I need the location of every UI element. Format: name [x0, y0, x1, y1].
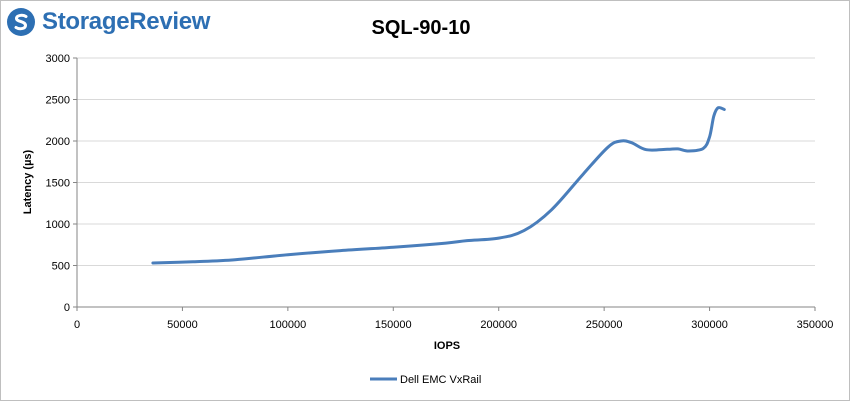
- chart-title: SQL-90-10: [372, 17, 471, 39]
- storage-review-logo-icon: [7, 8, 35, 36]
- y-axis: 0 500 1000 1500 2000 2500 3000: [46, 53, 78, 314]
- y-tick-label: 0: [64, 302, 70, 314]
- series-line-dell-emc-vxrail: [151, 106, 726, 265]
- gridlines: [77, 57, 815, 308]
- x-tick-label: 50000: [167, 319, 198, 331]
- x-axis-label: IOPS: [434, 340, 460, 352]
- x-tick-label: 250000: [586, 319, 623, 331]
- x-tick-label: 150000: [375, 319, 412, 331]
- x-tick-label: 100000: [269, 319, 306, 331]
- y-tick-label: 2500: [46, 95, 70, 107]
- brand-name: StorageReview: [42, 8, 211, 35]
- brand-logo: StorageReview: [6, 6, 210, 38]
- y-tick-label: 3000: [46, 53, 70, 65]
- y-tick-label: 2000: [46, 136, 70, 148]
- y-axis-label: Latency (µs): [22, 149, 34, 214]
- x-tick-label: 0: [74, 319, 80, 331]
- x-tick-label: 350000: [797, 319, 834, 331]
- y-tick-label: 1000: [46, 219, 70, 231]
- y-tick-label: 1500: [46, 178, 70, 190]
- legend: Dell EMC VxRail: [370, 374, 481, 386]
- y-tick-label: 500: [52, 261, 70, 273]
- x-tick-label: 300000: [691, 319, 728, 331]
- x-tick-label: 200000: [480, 319, 517, 331]
- x-axis: 0 50000 100000 150000 200000 250000 300000 3500…: [74, 306, 834, 331]
- legend-label: Dell EMC VxRail: [400, 374, 481, 386]
